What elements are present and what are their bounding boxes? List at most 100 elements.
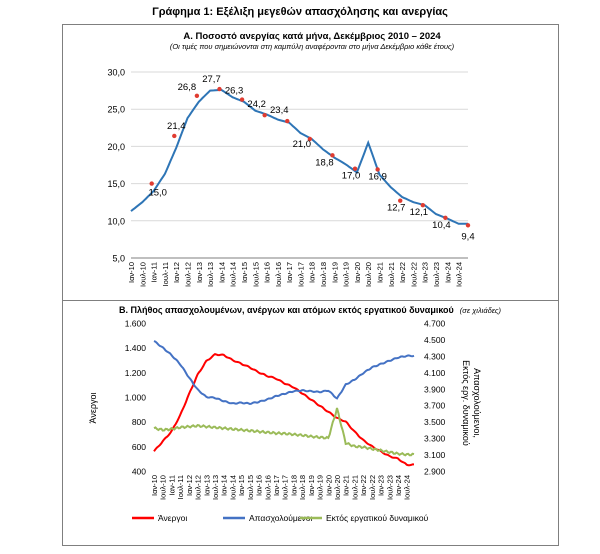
chart-a-series-line	[130, 88, 468, 225]
chart-b-y2-tick-label: 3.300	[424, 434, 446, 444]
chart-b-y2label-line: Εκτός εργ. δυναμικού	[461, 360, 471, 446]
chart-a-data-label: 12,1	[410, 207, 429, 218]
chart-a-data-label: 16,9	[368, 171, 387, 182]
chart-b-x-tick-label: Ιουλ-13	[211, 475, 220, 500]
chart-b-x-tick-label: Ιαν-24	[394, 475, 403, 496]
panel-divider	[62, 300, 559, 301]
chart-b-title: Β. Πλήθος απασχολουμένων, ανέργων και ατ…	[119, 305, 502, 315]
chart-b-legend-label: Απασχολούμενοι	[249, 513, 313, 523]
chart-b-x-tick-label: Ιουλ-10	[159, 475, 168, 500]
chart-a-x-tick-label: Ιουλ-11	[161, 262, 170, 286]
chart-b-x-tick-label: Ιαν-16	[255, 475, 264, 496]
chart-b-x-tick-label: Ιαν-21	[342, 475, 351, 496]
chart-a-x-tick-label: Ιαν-20	[353, 262, 362, 283]
chart-b-title-note: (σε χιλιάδες)	[460, 306, 502, 315]
chart-a-x-tick-label: Ιουλ-13	[206, 262, 215, 287]
chart-b-series	[153, 340, 415, 467]
chart-b-series-line	[153, 407, 415, 457]
chart-a-x-tick-label: Ιουλ-14	[229, 262, 238, 287]
chart-a-y-tick-label: 5,0	[112, 254, 125, 264]
chart-a-december-marker	[239, 97, 245, 102]
chart-a-december-marker	[307, 136, 313, 142]
chart-b-x-tick-label: Ιαν-11	[167, 475, 176, 495]
chart-a-x-tick-label: Ιουλ-18	[319, 262, 328, 287]
chart-b-x-tick-label: Ιαν-18	[289, 475, 298, 496]
chart-b-x-tick-label: Ιουλ-16	[263, 475, 272, 500]
chart-a-x-tick-label: Ιαν-14	[217, 262, 226, 283]
chart-b-title-text: Β. Πλήθος απασχολουμένων, ανέργων και ατ…	[119, 305, 454, 315]
chart-b-x-tick-label: Ιαν-12	[185, 475, 194, 496]
chart-b-x-tick-label: Ιουλ-11	[176, 475, 185, 499]
chart-a-markers: 15,0 21,4 26,8 27,7 26,324,2 23,4 21,018,8 17,0…	[148, 74, 474, 242]
chart-b-x-tick-label: Ιουλ-24	[403, 475, 412, 500]
chart-b-legend-label: Άνεργοι	[158, 513, 187, 523]
chart-a-x-tick-label: Ιαν-11	[150, 262, 159, 282]
chart-a-data-label: 21,0	[293, 139, 312, 150]
chart-a-x-tick-label: Ιουλ-22	[409, 262, 418, 287]
chart-a-december-marker	[420, 202, 426, 208]
chart-a-december-marker	[217, 86, 222, 92]
chart-b-y-tick-label: 400	[132, 467, 146, 477]
chart-b-x-tick-label: Ιουλ-18	[298, 475, 307, 500]
chart-a-december-marker	[352, 166, 358, 171]
chart-b-x-tick-label: Ιαν-10	[150, 475, 159, 496]
chart-b-y2-tick-label: 4.700	[424, 319, 446, 329]
chart-b-y2-tick-label: 3.700	[424, 401, 446, 411]
chart-a-december-marker	[172, 133, 177, 139]
chart-b-x-tick-label: Ιαν-20	[324, 475, 333, 496]
chart-b-x-tick-label: Ιαν-22	[359, 475, 368, 496]
chart-a-y-tick-label: 30,0	[107, 68, 125, 78]
chart-b-x-tick-label: Ιαν-13	[202, 475, 211, 496]
chart-a-x-tick-label: Ιουλ-20	[364, 262, 373, 287]
chart-a-x-tick-label: Ιαν-17	[285, 262, 294, 283]
chart-a-december-marker	[443, 215, 448, 221]
chart-a-x-tick-label: Ιαν-16	[263, 262, 272, 283]
chart-a-data-label: 24,2	[247, 99, 266, 110]
chart-a-x-tick-label: Ιαν-22	[398, 262, 407, 283]
chart-b-x-axis: Ιαν-10 Ιουλ-10 Ιαν-11 Ιουλ-11 Ιαν-12 Ιουλ-12 Ι…	[150, 475, 412, 500]
chart-b-y-tick-label: 600	[132, 442, 146, 452]
chart-a-data-label: 27,7	[202, 74, 221, 85]
chart-a-subtitle: (Οι τιμές που σημειώνονται στη καμπύλη α…	[170, 42, 455, 51]
chart-a-x-tick-label: Ιουλ-24	[455, 262, 464, 287]
chart-a-data-label: 23,4	[270, 105, 289, 116]
chart-a-december-marker	[375, 167, 380, 172]
chart-b-x-tick-label: Ιαν-15	[237, 475, 246, 496]
chart-b-x-tick-label: Ιουλ-17	[281, 475, 290, 500]
chart-a-data-label: 12,7	[387, 203, 406, 214]
chart-b-y-axis: 400 600 800 1.000 1.200 1.400 1.600	[125, 319, 147, 477]
chart-a-gridlines	[131, 71, 468, 259]
chart-b-x-tick-label: Ιαν-23	[377, 475, 386, 496]
chart-b-y2label-line: Απασχολούμενοι,	[472, 368, 482, 438]
chart-a-y-tick-label: 15,0	[107, 179, 125, 189]
chart-b-x-tick-label: Ιαν-14	[220, 475, 229, 496]
chart-b-x-tick-label: Ιουλ-22	[368, 475, 377, 500]
chart-a-x-tick-label: Ιαν-23	[421, 262, 430, 283]
chart-a-data-label: 9,4	[461, 231, 474, 242]
chart-a-x-tick-label: Ιαν-12	[172, 262, 181, 283]
chart-b-x-tick-label: Ιουλ-20	[333, 475, 342, 500]
main-title: Γράφημα 1: Εξέλιξη μεγεθών απασχόλησης κ…	[152, 6, 448, 18]
chart-b-legend: Άνεργοι Απασχολούμενοι Εκτός εργατικού δυν…	[132, 513, 429, 523]
chart-a-december-marker	[330, 153, 335, 158]
chart-b-x-tick-label: Ιουλ-19	[316, 475, 325, 500]
chart-b-x-tick-label: Ιουλ-21	[350, 475, 359, 500]
chart-a-data-label: 18,8	[315, 157, 334, 168]
chart-b-y2-tick-label: 2.900	[424, 467, 446, 477]
chart-b-x-tick-label: Ιουλ-14	[228, 475, 237, 500]
chart-b-series-line	[153, 352, 414, 467]
chart-a-x-tick-label: Ιουλ-10	[138, 262, 147, 287]
chart-a-x-axis: Ιαν-10 Ιουλ-10 Ιαν-11 Ιουλ-11 Ιαν-12 Ιουλ-12 Ι…	[127, 262, 464, 287]
chart-a-data-label: 21,4	[167, 121, 186, 132]
chart-b-y-tick-label: 1.400	[125, 343, 147, 353]
chart-a-x-tick-label: Ιουλ-16	[274, 262, 283, 287]
chart-a-x-tick-label: Ιαν-13	[195, 262, 204, 283]
chart-b-x-tick-label: Ιαν-19	[307, 475, 316, 496]
chart-b-y2-tick-label: 4.300	[424, 351, 446, 361]
chart-b-x-tick-label: Ιουλ-15	[246, 475, 255, 500]
chart-a-x-tick-label: Ιαν-21	[376, 262, 385, 283]
chart-a-x-tick-label: Ιαν-24	[443, 262, 452, 283]
chart-a-data-label: 26,3	[225, 86, 244, 97]
